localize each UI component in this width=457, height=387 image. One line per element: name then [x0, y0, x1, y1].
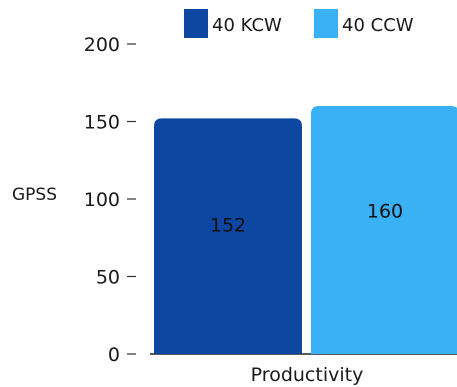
legend-swatch-40-ccw: [314, 9, 338, 38]
y-tick-label: 200: [84, 34, 120, 56]
y-tick-label: 50: [96, 267, 120, 289]
legend: 40 KCW 40 CCW: [184, 9, 414, 38]
legend-label-40-kcw: 40 KCW: [212, 15, 282, 36]
y-tick-label: 0: [108, 344, 120, 366]
y-axis: 0 50 100 150 200: [84, 34, 136, 366]
x-category-label: Productivity: [251, 364, 364, 386]
y-tick-label: 100: [84, 189, 120, 211]
bars-group: 152 160: [154, 106, 457, 355]
legend-label-40-ccw: 40 CCW: [342, 15, 414, 36]
legend-swatch-40-kcw: [184, 9, 208, 38]
y-tick-label: 150: [84, 112, 120, 134]
data-label-40-ccw: 160: [367, 201, 403, 223]
y-axis-title: GPSS: [12, 185, 57, 205]
x-axis: Productivity: [251, 364, 364, 386]
data-label-40-kcw: 152: [210, 214, 246, 236]
bar-40-kcw: [154, 118, 302, 355]
bar-40-ccw: [311, 106, 457, 354]
